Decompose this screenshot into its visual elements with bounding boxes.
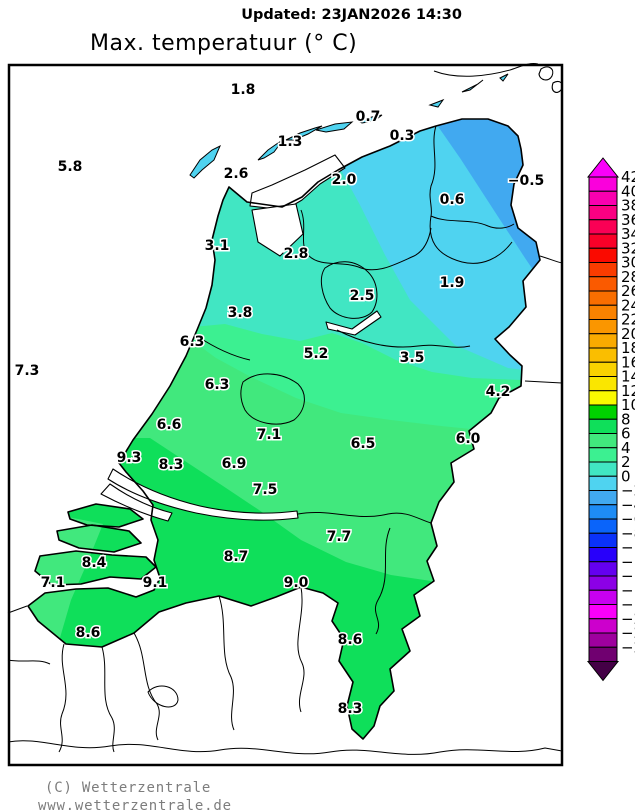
scale-color-cell [589, 419, 617, 433]
scale-color-cell [589, 405, 617, 419]
page-title: Max. temperatuur (° C) [90, 31, 357, 56]
scale-color-cell [589, 476, 617, 490]
station-temperature-label: 6.9 [222, 456, 247, 472]
station-temperature-label: 6.3 [180, 334, 205, 350]
scale-color-cell [589, 633, 617, 647]
station-temperature-label: 0.6 [440, 192, 465, 208]
scale-color-cell [589, 391, 617, 405]
scale-color-cell [589, 590, 617, 604]
map-canvas: Updated: 23JAN2026 14:30 Max. temperatuu… [0, 0, 635, 812]
updated-timestamp: Updated: 23JAN2026 14:30 [241, 7, 462, 23]
station-temperature-label: 7.1 [257, 427, 282, 443]
station-temperature-label: 9.1 [143, 575, 168, 591]
station-temperature-label: 8.4 [82, 555, 107, 571]
station-temperature-label: 0.3 [390, 128, 415, 144]
scale-color-cell [589, 206, 617, 220]
scale-color-cell [589, 305, 617, 319]
scale-color-cell [589, 562, 617, 576]
scale-color-cell [589, 605, 617, 619]
station-temperature-label: 3.1 [205, 238, 230, 254]
scale-color-cell [589, 491, 617, 505]
station-temperature-label: 3.8 [228, 305, 253, 321]
scale-color-cell [589, 248, 617, 262]
station-temperature-label: 1.9 [440, 275, 465, 291]
station-temperature-label: 2.8 [284, 246, 309, 262]
scale-color-cell [589, 462, 617, 476]
station-temperature-label: 7.5 [253, 482, 278, 498]
scale-color-cell [589, 191, 617, 205]
scale-color-cell [589, 177, 617, 191]
scale-arrow-above-max [588, 158, 618, 177]
scale-color-cell [589, 505, 617, 519]
scale-color-cell [589, 548, 617, 562]
website-text: www.wetterzentrale.de [38, 798, 232, 812]
station-temperature-label: 9.0 [284, 575, 309, 591]
station-temperature-label: 2.6 [224, 166, 249, 182]
temperature-scale: 424038363432302826242220181614121086420−… [588, 158, 635, 681]
station-temperature-label: 0.7 [356, 109, 381, 125]
scale-color-cell [589, 263, 617, 277]
scale-color-cell [589, 533, 617, 547]
station-temperature-label: 8.3 [338, 701, 363, 717]
scale-color-cell [589, 377, 617, 391]
station-temperature-label: 8.3 [159, 457, 184, 473]
scale-color-cell [589, 434, 617, 448]
scale-color-cell [589, 320, 617, 334]
station-temperature-label: 7.1 [41, 575, 66, 591]
scale-color-cell [589, 334, 617, 348]
scale-color-cell [589, 647, 617, 661]
station-temperature-label: 3.5 [400, 350, 425, 366]
station-temperature-label: 4.2 [486, 384, 511, 400]
station-temperature-label: 5.8 [58, 159, 83, 175]
station-temperature-label: 2.0 [332, 172, 357, 188]
scale-color-cell [589, 519, 617, 533]
station-temperature-label: 8.7 [224, 549, 249, 565]
station-temperature-label: 5.2 [304, 346, 329, 362]
station-temperature-label: 6.6 [157, 417, 182, 433]
scale-tick-label: −24 [621, 638, 635, 656]
scale-color-cell [589, 277, 617, 291]
station-temperature-label: 6.0 [456, 431, 481, 447]
station-temperature-label: 7.3 [15, 363, 40, 379]
station-temperature-label: 8.6 [76, 625, 101, 641]
station-temperature-label: 6.5 [351, 436, 376, 452]
scale-color-cell [589, 291, 617, 305]
rottum-islet [539, 67, 553, 80]
copyright-text: (C) Wetterzentrale [45, 780, 211, 796]
station-temperature-label: 2.5 [350, 288, 375, 304]
station-temperature-label: −0.5 [508, 173, 545, 189]
station-temperature-label: 1.8 [231, 82, 256, 98]
scale-color-cell [589, 619, 617, 633]
scale-arrow-below-min [588, 662, 618, 681]
scale-color-cell [589, 220, 617, 234]
station-temperature-label: 1.3 [278, 134, 303, 150]
scale-color-cell [589, 576, 617, 590]
scale-color-cell [589, 362, 617, 376]
scale-color-cell [589, 234, 617, 248]
station-temperature-label: 6.3 [205, 377, 230, 393]
scale-color-cell [589, 348, 617, 362]
station-temperature-label: 7.7 [327, 529, 352, 545]
station-temperature-label: 8.6 [338, 632, 363, 648]
weather-map-page: Updated: 23JAN2026 14:30 Max. temperatuu… [0, 0, 635, 812]
station-temperature-label: 9.3 [117, 450, 142, 466]
scale-color-cell [589, 448, 617, 462]
